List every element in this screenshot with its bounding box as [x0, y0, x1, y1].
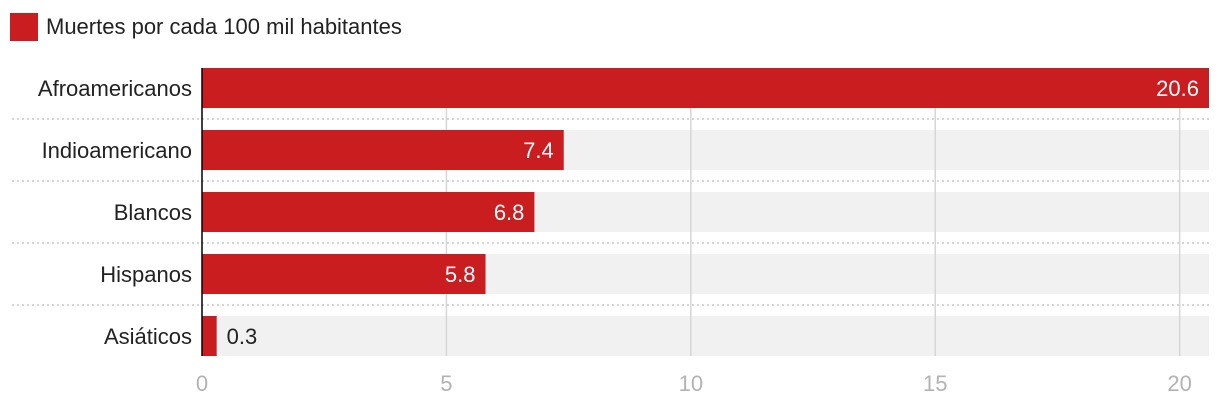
x-tick-label: 5: [440, 371, 452, 396]
value-label: 6.8: [494, 200, 525, 225]
bar: [202, 130, 564, 170]
legend-swatch: [10, 13, 38, 41]
bar: [202, 254, 486, 294]
value-label: 5.8: [445, 262, 476, 287]
bar-track: [202, 316, 1209, 356]
category-label: Blancos: [114, 200, 192, 225]
bar: [202, 316, 217, 356]
legend: Muertes por cada 100 mil habitantes: [10, 12, 402, 42]
x-tick-label: 0: [196, 371, 208, 396]
value-label: 20.6: [1156, 76, 1199, 101]
value-label: 7.4: [523, 138, 554, 163]
x-tick-label: 15: [923, 371, 947, 396]
value-label: 0.3: [227, 324, 258, 349]
category-label: Asiáticos: [104, 324, 192, 349]
x-tick-label: 20: [1167, 371, 1191, 396]
category-label: Indioamericano: [42, 138, 192, 163]
bar: [202, 192, 535, 232]
legend-label: Muertes por cada 100 mil habitantes: [46, 14, 402, 39]
category-label: Afroamericanos: [38, 76, 192, 101]
x-tick-label: 10: [679, 371, 703, 396]
bar: [202, 68, 1209, 108]
category-label: Hispanos: [100, 262, 192, 287]
